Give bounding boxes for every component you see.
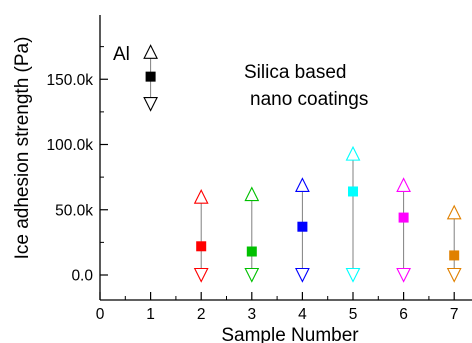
markers: [145, 71, 460, 261]
max-marker-up-triangle: [446, 204, 462, 220]
tick-labels: 0.0 50.0k 100.0k 150.0k 0 1 2 3 4 5 6 7: [46, 72, 458, 323]
max-marker-up-triangle: [345, 145, 361, 161]
max-marker-up-triangle: [295, 177, 310, 193]
y-tick-label: 50.0k: [55, 202, 93, 219]
annotation-silica-line2: nano coatings: [250, 89, 368, 110]
x-tick-label: 6: [399, 306, 408, 323]
error-bars: [143, 44, 462, 283]
y-tick-label: 150.0k: [46, 72, 93, 89]
data-point-square: [145, 71, 156, 82]
data-point-square: [297, 221, 308, 232]
x-tick-label: 0: [96, 306, 105, 323]
min-marker-down-triangle: [193, 267, 209, 283]
ticks: [99, 46, 455, 300]
data-point-square: [398, 212, 409, 223]
max-marker-up-triangle: [244, 186, 260, 202]
max-marker-up-triangle: [193, 188, 209, 204]
x-tick-label: 5: [349, 306, 358, 323]
min-marker-down-triangle: [446, 267, 462, 283]
min-marker-down-triangle: [396, 267, 411, 283]
y-tick-label: 0.0: [71, 268, 93, 285]
max-marker-up-triangle: [396, 177, 411, 193]
data-point-square: [246, 246, 257, 257]
x-axis-title: Sample Number: [221, 325, 359, 343]
data-point-square: [348, 186, 358, 197]
x-tick-label: 7: [450, 306, 459, 323]
min-marker-down-triangle: [295, 267, 310, 283]
min-marker-down-triangle: [244, 267, 260, 283]
max-marker-up-triangle: [143, 44, 158, 59]
axes: [99, 15, 472, 301]
data-point-square: [196, 241, 207, 252]
x-tick-label: 4: [298, 306, 307, 323]
min-marker-down-triangle: [345, 267, 361, 283]
x-tick-label: 1: [146, 306, 155, 323]
data-point-square: [449, 250, 460, 261]
x-tick-label: 3: [247, 306, 256, 323]
y-tick-label: 100.0k: [46, 137, 93, 154]
y-axis-title: Ice adhesion strength (Pa): [12, 37, 33, 260]
annotation-al: Al: [113, 44, 130, 65]
min-marker-down-triangle: [143, 96, 158, 112]
annotation-silica-line1: Silica based: [244, 62, 346, 83]
x-tick-label: 2: [197, 306, 206, 323]
